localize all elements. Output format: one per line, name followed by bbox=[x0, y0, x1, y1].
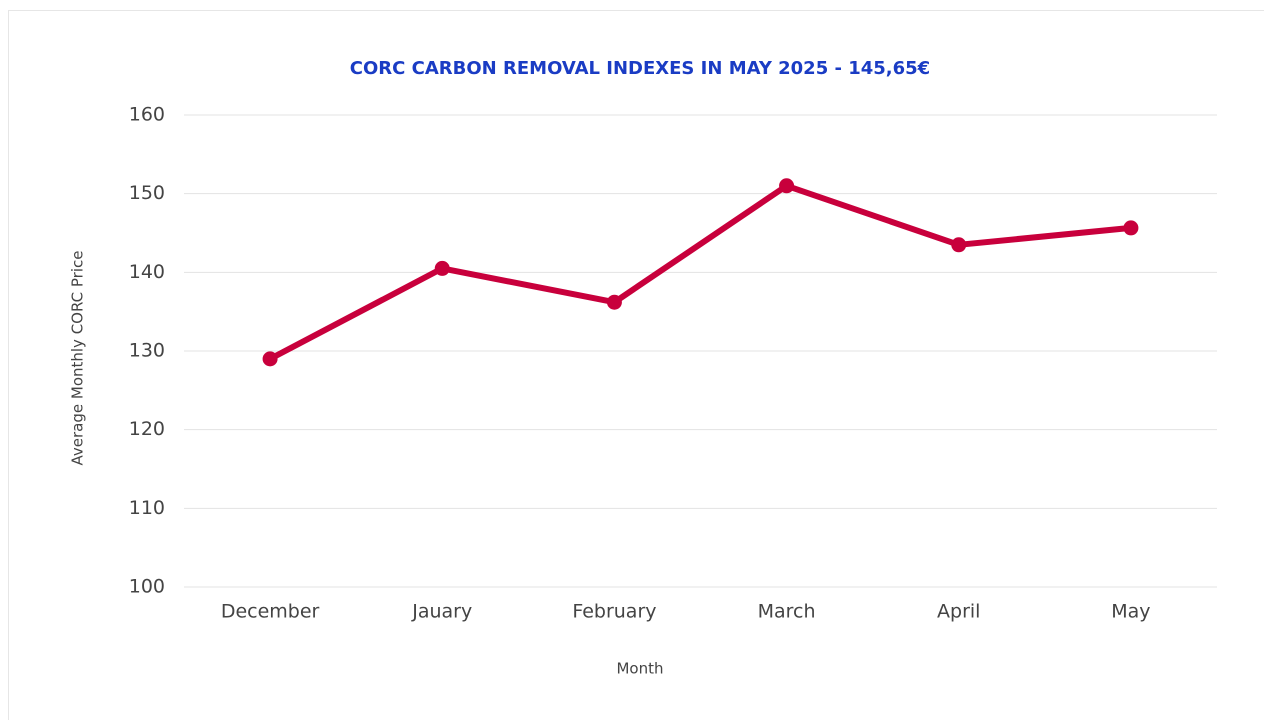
y-tick-label: 140 bbox=[129, 261, 165, 283]
y-tick-label: 120 bbox=[129, 418, 165, 440]
x-tick-label: Jauary bbox=[411, 601, 472, 623]
x-tick-label: December bbox=[221, 601, 320, 623]
y-tick-label: 150 bbox=[129, 182, 165, 204]
point bbox=[1123, 220, 1139, 236]
chart-title: CORC CARBON REMOVAL INDEXES IN MAY 2025 … bbox=[350, 58, 930, 79]
point bbox=[779, 178, 795, 194]
line bbox=[268, 182, 1132, 362]
x-axis-label: Month bbox=[616, 660, 663, 678]
y-tick-label: 100 bbox=[129, 576, 165, 598]
y-tick-label: 110 bbox=[129, 497, 165, 519]
x-tick-label: March bbox=[758, 601, 816, 623]
point bbox=[434, 260, 450, 276]
y-axis-label: Average Monthly CORC Price bbox=[69, 251, 87, 466]
point bbox=[262, 351, 278, 367]
x-tick-label: May bbox=[1111, 601, 1150, 623]
point bbox=[606, 294, 622, 310]
chart-frame bbox=[8, 10, 1264, 720]
x-tick-label: February bbox=[572, 601, 656, 623]
y-tick-label: 130 bbox=[129, 340, 165, 362]
point bbox=[951, 237, 967, 253]
x-tick-label: April bbox=[937, 601, 980, 623]
y-tick-label: 160 bbox=[129, 104, 165, 126]
